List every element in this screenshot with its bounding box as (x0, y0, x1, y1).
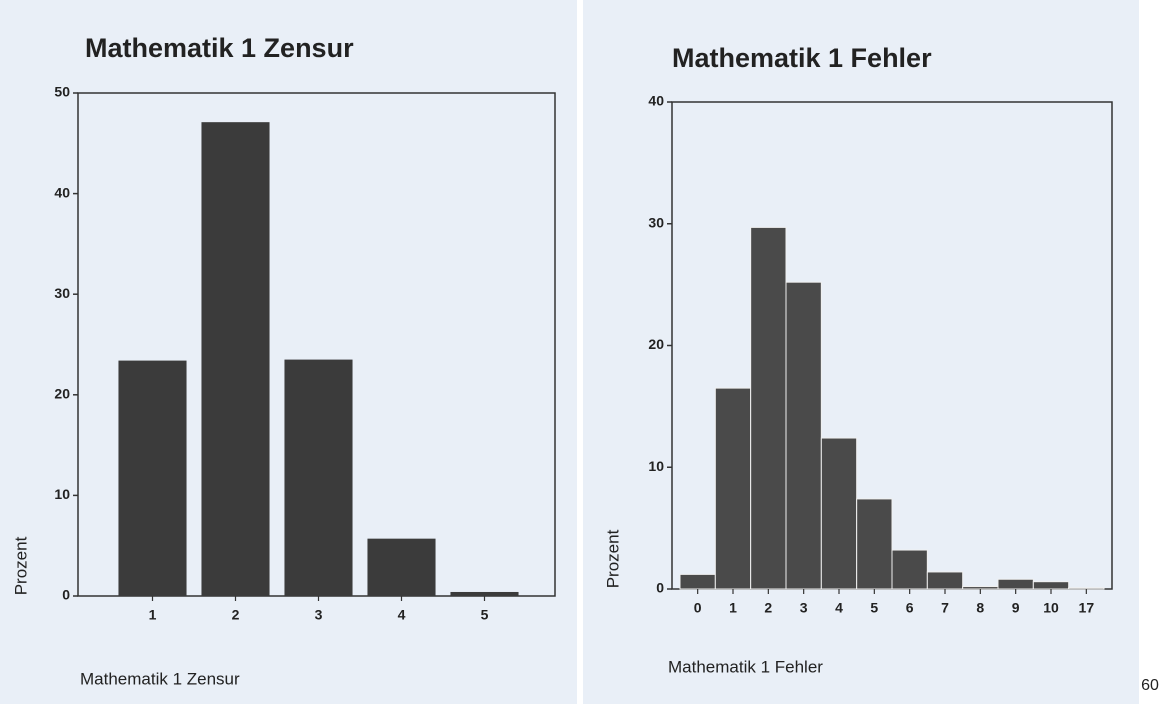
bar (962, 586, 999, 590)
x-tick-label: 1 (149, 607, 157, 623)
x-tick-label: 2 (764, 600, 772, 616)
x-tick-label: 8 (976, 600, 984, 616)
left-panel (0, 0, 577, 704)
y-tick-label: 20 (54, 386, 70, 402)
bar (118, 360, 187, 596)
bar (856, 498, 893, 590)
x-tick-label: 4 (835, 600, 843, 616)
x-tick-label: 5 (870, 600, 878, 616)
bar (714, 387, 752, 590)
y-tick-label: 30 (54, 285, 70, 301)
y-tick-label: 0 (62, 587, 70, 603)
bar (450, 591, 519, 596)
x-axis-label: Mathematik 1 Zensur (80, 669, 240, 688)
bar (820, 437, 858, 590)
y-tick-label: 10 (648, 458, 664, 474)
y-tick-label: 40 (54, 184, 70, 200)
bar (1068, 587, 1105, 590)
x-tick-label: 5 (481, 607, 489, 623)
bar (926, 571, 964, 590)
bar (201, 122, 270, 596)
bar (997, 578, 1034, 590)
chart-title: Mathematik 1 Zensur (85, 33, 354, 63)
y-tick-label: 50 (54, 84, 70, 100)
y-axis-label: Prozent (603, 529, 622, 588)
bar (284, 359, 353, 596)
x-tick-label: 1 (729, 600, 737, 616)
x-axis-label: Mathematik 1 Fehler (668, 657, 823, 676)
x-tick-label: 7 (941, 600, 949, 616)
y-tick-label: 0 (656, 580, 664, 596)
bar (891, 549, 928, 590)
bar (785, 281, 822, 590)
x-tick-label: 3 (315, 607, 323, 623)
bar (1032, 581, 1070, 590)
x-tick-label: 4 (398, 607, 406, 623)
bar (679, 573, 716, 590)
y-axis-label: Prozent (11, 536, 30, 595)
x-tick-label: 9 (1012, 600, 1020, 616)
x-tick-label: 3 (800, 600, 808, 616)
x-tick-label: 10 (1043, 600, 1059, 616)
y-tick-label: 30 (648, 214, 664, 230)
chart-title: Mathematik 1 Fehler (672, 43, 932, 73)
x-tick-label: 0 (694, 600, 702, 616)
page-number: 60 (1141, 677, 1159, 694)
x-tick-label: 17 (1079, 600, 1095, 616)
y-tick-label: 10 (54, 486, 70, 502)
x-tick-label: 6 (906, 600, 914, 616)
x-tick-label: 2 (232, 607, 240, 623)
y-tick-label: 20 (648, 336, 664, 352)
y-tick-label: 40 (648, 93, 664, 109)
right-panel (583, 0, 1139, 704)
bar (750, 226, 787, 590)
bar (367, 538, 436, 596)
